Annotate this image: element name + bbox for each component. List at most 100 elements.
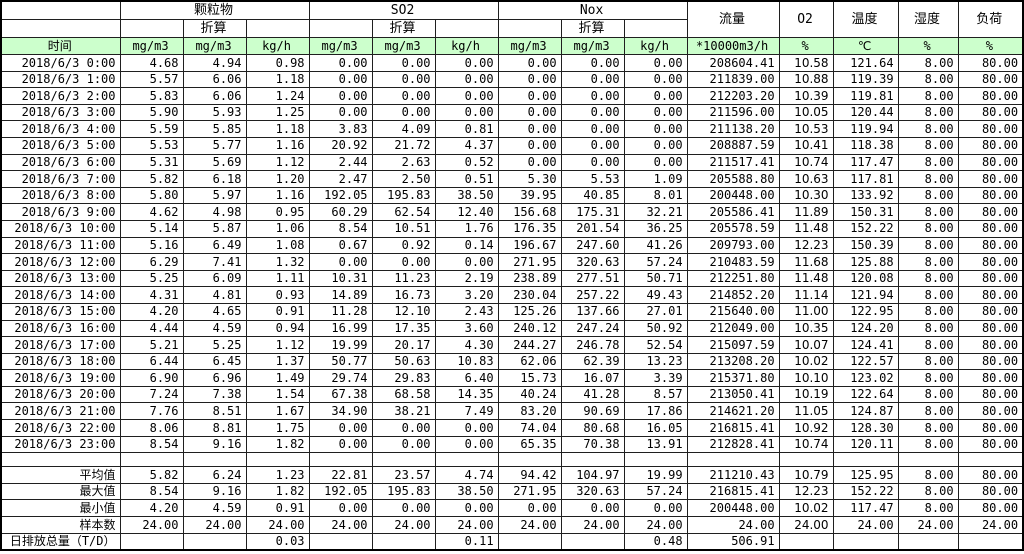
value-cell: 8.00 <box>897 319 959 338</box>
value-cell: 80.00 <box>957 136 1024 155</box>
value-cell: 7.24 <box>119 385 184 404</box>
value-cell: 14.89 <box>308 286 373 304</box>
value-cell: 10.74 <box>778 153 834 172</box>
value-cell: 8.00 <box>897 253 959 271</box>
value-cell: 210483.59 <box>686 253 780 271</box>
empty-cell <box>245 452 310 468</box>
value-cell: 80.68 <box>560 419 625 437</box>
value-cell: 8.00 <box>897 302 959 321</box>
summary-value-cell: 0.00 <box>497 499 562 518</box>
value-cell: 215640.00 <box>686 302 780 321</box>
empty-cell <box>308 19 373 38</box>
value-cell: 320.63 <box>560 253 625 271</box>
value-cell: 215371.80 <box>686 369 780 387</box>
value-cell: 0.00 <box>434 419 499 437</box>
time-cell: 2018/6/3 6:00 <box>0 153 121 172</box>
value-cell: 0.00 <box>623 87 688 105</box>
table-row: 2018/6/3 5:00 5.53 5.77 1.16 20.92 21.72 4.37 0… <box>0 136 1024 155</box>
summary-row: 平均值 5.82 6.24 1.23 22.81 23.57 4.74 94.42 104.97… <box>0 466 1024 484</box>
value-cell: 1.32 <box>245 253 310 271</box>
value-cell: 11.48 <box>778 219 834 238</box>
summary-value-cell: 5.82 <box>119 466 184 484</box>
summary-value-cell: 24.00 <box>308 516 373 534</box>
value-cell: 80.00 <box>957 70 1024 89</box>
summary-value-cell: 200448.00 <box>686 499 780 518</box>
value-cell: 209793.00 <box>686 236 780 255</box>
value-cell: 5.30 <box>497 170 562 188</box>
value-cell: 124.41 <box>832 336 899 354</box>
value-cell: 11.89 <box>778 203 834 221</box>
value-cell: 0.92 <box>371 236 436 255</box>
value-cell: 0.00 <box>623 70 688 89</box>
value-cell: 5.83 <box>119 87 184 105</box>
value-cell: 5.53 <box>560 170 625 188</box>
value-cell: 10.35 <box>778 319 834 338</box>
value-cell: 123.02 <box>832 369 899 387</box>
table-row: 2018/6/3 18:00 6.44 6.45 1.37 50.77 50.63 10.8… <box>0 352 1024 371</box>
table-row: 2018/6/3 8:00 5.80 5.97 1.16 192.05 195.83 38.… <box>0 186 1024 205</box>
value-cell: 16.05 <box>623 419 688 437</box>
value-cell: 13.91 <box>623 435 688 454</box>
value-cell: 2.43 <box>434 302 499 321</box>
value-cell: 2.63 <box>371 153 436 172</box>
empty-cell <box>560 452 625 468</box>
empty-cell <box>497 452 562 468</box>
group-header-particulate: 颗粒物 <box>119 0 310 20</box>
value-cell: 8.00 <box>897 286 959 304</box>
value-cell: 80.00 <box>957 336 1024 354</box>
value-cell: 11.14 <box>778 286 834 304</box>
summary-value-cell: 0.00 <box>623 499 688 518</box>
value-cell: 8.00 <box>897 402 959 421</box>
value-cell: 3.39 <box>623 369 688 387</box>
value-cell: 6.40 <box>434 369 499 387</box>
summary-value-cell: 10.79 <box>778 466 834 484</box>
value-cell: 0.00 <box>434 435 499 454</box>
header-row-converted: 折算 折算 折算 <box>0 19 1023 38</box>
empty-cell <box>957 452 1024 468</box>
value-cell: 150.31 <box>832 203 899 221</box>
value-cell: 0.00 <box>371 253 436 271</box>
value-cell: 39.95 <box>497 186 562 205</box>
value-cell: 6.18 <box>182 170 247 188</box>
value-cell: 10.19 <box>778 385 834 404</box>
value-cell: 74.04 <box>497 419 562 437</box>
summary-value-cell: 0.91 <box>245 499 310 518</box>
value-cell: 0.00 <box>434 70 499 89</box>
table-row: 2018/6/3 3:00 5.90 5.93 1.25 0.00 0.00 0.00 0.0… <box>0 103 1024 122</box>
value-cell: 8.00 <box>897 385 959 404</box>
summary-value-cell: 0.11 <box>434 532 499 551</box>
value-cell: 4.44 <box>119 319 184 338</box>
value-cell: 62.06 <box>497 352 562 371</box>
value-cell: 214621.20 <box>686 402 780 421</box>
table-row: 2018/6/3 20:00 7.24 7.38 1.54 67.38 68.58 14.3… <box>0 385 1024 404</box>
value-cell: 0.00 <box>497 70 562 89</box>
value-cell: 10.51 <box>371 219 436 238</box>
value-cell: 8.54 <box>308 219 373 238</box>
value-cell: 211839.00 <box>686 70 780 89</box>
value-cell: 8.00 <box>897 153 959 172</box>
empty-cell <box>897 452 959 468</box>
value-cell: 230.04 <box>497 286 562 304</box>
value-cell: 1.16 <box>245 136 310 155</box>
value-cell: 1.37 <box>245 352 310 371</box>
value-cell: 5.53 <box>119 136 184 155</box>
value-cell: 196.67 <box>497 236 562 255</box>
value-cell: 1.25 <box>245 103 310 122</box>
summary-value-cell: 94.42 <box>497 466 562 484</box>
unit-cell: mg/m3 <box>371 37 436 55</box>
value-cell: 2.47 <box>308 170 373 188</box>
value-cell: 8.00 <box>897 269 959 288</box>
value-cell: 10.83 <box>434 352 499 371</box>
value-cell: 80.00 <box>957 402 1024 421</box>
summary-value-cell: 0.00 <box>308 499 373 518</box>
summary-value-cell: 24.00 <box>245 516 310 534</box>
unit-cell: mg/m3 <box>308 37 373 55</box>
summary-value-cell <box>182 532 247 551</box>
value-cell: 212049.00 <box>686 319 780 338</box>
value-cell: 80.00 <box>957 236 1024 255</box>
col-header-load: 负荷 <box>957 0 1024 38</box>
value-cell: 247.24 <box>560 319 625 338</box>
value-cell: 0.52 <box>434 153 499 172</box>
value-cell: 0.00 <box>560 120 625 138</box>
value-cell: 5.90 <box>119 103 184 122</box>
